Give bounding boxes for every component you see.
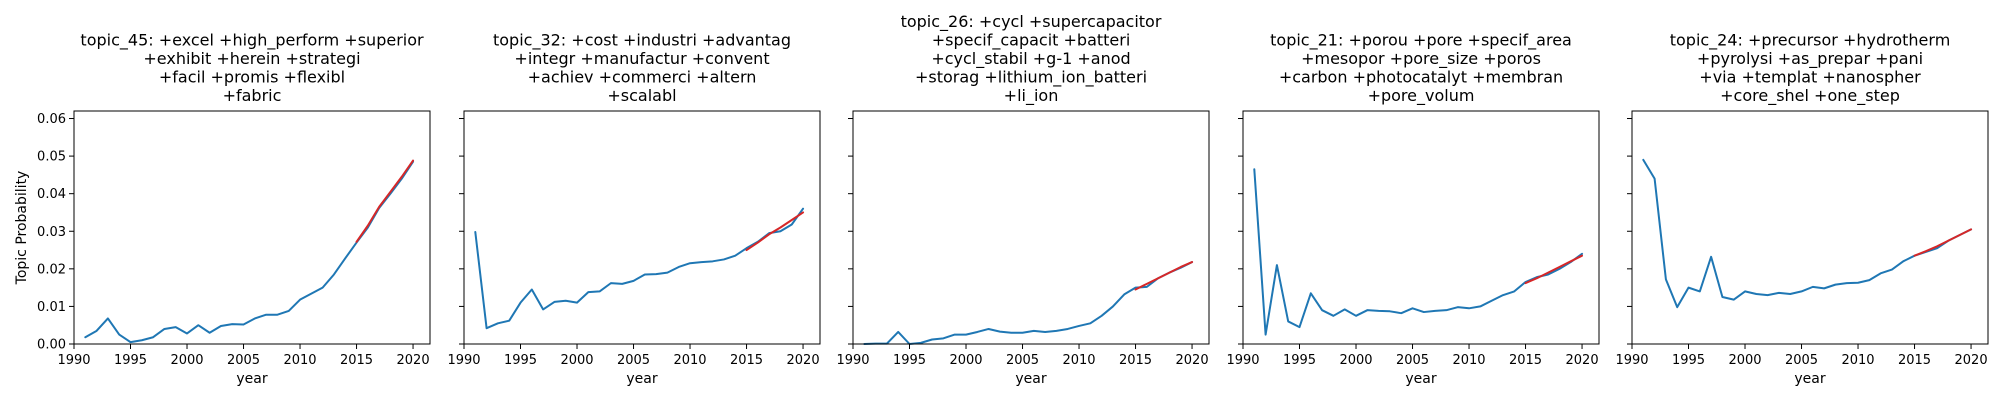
y-tick-label: 0.03 xyxy=(37,225,66,240)
subplot-title-line: +via +templat +nanospher xyxy=(1699,68,1921,87)
subplot-title-line: +carbon +photocatalyt +membran xyxy=(1279,68,1563,87)
y-tick-label: 0.04 xyxy=(37,187,66,202)
subplot-2: topic_32: +cost +industri +advantag+inte… xyxy=(447,31,821,387)
subplot-5: topic_24: +precursor +hydrotherm+pyrolys… xyxy=(1615,31,1989,387)
subplot-title-line: topic_26: +cycl +supercapacitor xyxy=(901,12,1162,32)
subplot-1: topic_45: +excel +high_perform +superior… xyxy=(37,31,431,387)
x-tick-label: 2020 xyxy=(1955,353,1988,368)
x-axis-label: year xyxy=(236,371,267,387)
series-line-trend xyxy=(1134,261,1194,291)
x-tick-label: 1990 xyxy=(1615,353,1648,368)
plot-frame xyxy=(463,110,821,345)
x-tick-label: 2010 xyxy=(1841,353,1874,368)
series-line-observed xyxy=(84,160,415,344)
y-tick-label: 0.06 xyxy=(37,112,66,127)
plot-frame xyxy=(852,110,1210,345)
x-tick-label: 2005 xyxy=(227,353,260,368)
subplot-title-line: +exhibit +herein +strategi xyxy=(143,49,360,68)
series-line-trend xyxy=(1524,254,1584,285)
x-tick-label: 2010 xyxy=(1062,353,1095,368)
x-tick-label: 1990 xyxy=(447,353,480,368)
x-tick-label: 2000 xyxy=(1339,353,1372,368)
plot-frame xyxy=(1242,110,1600,345)
x-tick-label: 2000 xyxy=(170,353,203,368)
x-axis-label: year xyxy=(1794,371,1825,387)
series-line-observed xyxy=(1642,158,1973,309)
x-tick-label: 2020 xyxy=(1566,353,1599,368)
y-tick-label: 0.02 xyxy=(37,262,66,277)
x-axis-label: year xyxy=(1015,371,1046,387)
y-tick-label: 0.05 xyxy=(37,150,66,165)
x-tick-label: 2020 xyxy=(397,353,430,368)
series-line-observed xyxy=(863,261,1194,345)
subplot-title-line: +mesopor +pore_size +poros xyxy=(1301,49,1541,69)
x-tick-label: 2015 xyxy=(1119,353,1152,368)
x-tick-label: 1990 xyxy=(836,353,869,368)
subplot-title-line: +facil +promis +flexibl xyxy=(159,68,345,87)
subplot-title-line: +li_ion xyxy=(1004,86,1059,106)
x-tick-label: 2010 xyxy=(673,353,706,368)
x-tick-label: 1995 xyxy=(1283,353,1316,368)
x-tick-label: 1995 xyxy=(114,353,147,368)
series-line-observed xyxy=(1253,168,1584,336)
subplot-title-line: +achiev +commerci +altern xyxy=(528,68,757,87)
x-axis-label: year xyxy=(626,371,657,387)
subplot-title-line: topic_21: +porou +pore +specif_area xyxy=(1270,31,1572,51)
subplot-title-line: +integr +manufactur +convent xyxy=(514,49,769,68)
subplot-title-line: +cycl_stabil +g-1 +anod xyxy=(931,49,1130,69)
x-tick-label: 1990 xyxy=(57,353,90,368)
series-line-trend xyxy=(745,211,805,252)
x-tick-label: 2015 xyxy=(1898,353,1931,368)
subplot-title-line: topic_45: +excel +high_perform +superior xyxy=(80,31,424,51)
subplot-3: topic_26: +cycl +supercapacitor+specif_c… xyxy=(836,12,1210,387)
x-tick-label: 2010 xyxy=(283,353,316,368)
series-line-trend xyxy=(355,159,415,243)
subplot-title-line: +scalabl xyxy=(607,86,676,105)
x-tick-label: 2005 xyxy=(1785,353,1818,368)
x-tick-label: 2005 xyxy=(1006,353,1039,368)
subplot-title-line: +pore_volum xyxy=(1368,86,1475,106)
x-tick-label: 2000 xyxy=(949,353,982,368)
subplot-title-line: +pyrolysi +as_prepar +pani xyxy=(1697,49,1923,69)
subplot-title-line: topic_32: +cost +industri +advantag xyxy=(493,31,791,51)
x-tick-label: 1995 xyxy=(1672,353,1705,368)
y-tick-label: 0.00 xyxy=(37,338,66,353)
x-tick-label: 2020 xyxy=(787,353,820,368)
x-tick-label: 2005 xyxy=(617,353,650,368)
x-tick-label: 2015 xyxy=(340,353,373,368)
x-tick-label: 2015 xyxy=(730,353,763,368)
subplot-title-line: +core_shel +one_step xyxy=(1720,86,1900,106)
y-axis-label: Topic Probability xyxy=(14,171,30,286)
x-tick-label: 1995 xyxy=(893,353,926,368)
subplot-title-line: topic_24: +precursor +hydrotherm xyxy=(1670,31,1951,51)
subplot-title-line: +storag +lithium_ion_batteri xyxy=(915,68,1147,88)
x-tick-label: 1995 xyxy=(504,353,537,368)
x-tick-label: 2020 xyxy=(1176,353,1209,368)
subplot-title-line: +specif_capacit +batteri xyxy=(932,31,1131,51)
plot-frame xyxy=(1631,110,1989,345)
subplot-4: topic_21: +porou +pore +specif_area+meso… xyxy=(1226,31,1600,387)
series-line-trend xyxy=(1913,228,1973,257)
x-tick-label: 2015 xyxy=(1509,353,1542,368)
subplot-title-line: +fabric xyxy=(223,86,282,105)
subplots: topic_45: +excel +high_perform +superior… xyxy=(37,12,1989,387)
series-line-observed xyxy=(474,207,805,330)
plot-frame xyxy=(73,110,431,345)
x-tick-label: 2010 xyxy=(1452,353,1485,368)
x-tick-label: 2005 xyxy=(1396,353,1429,368)
x-tick-label: 1990 xyxy=(1226,353,1259,368)
x-axis-label: year xyxy=(1405,371,1436,387)
x-tick-label: 2000 xyxy=(560,353,593,368)
x-tick-label: 2000 xyxy=(1728,353,1761,368)
y-tick-label: 0.01 xyxy=(37,300,66,315)
